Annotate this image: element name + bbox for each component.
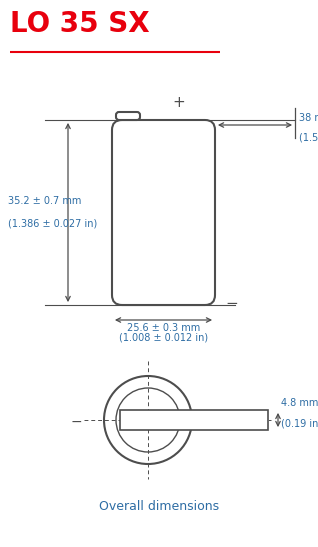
Text: −: − bbox=[70, 415, 82, 429]
Text: +: + bbox=[172, 95, 185, 110]
FancyBboxPatch shape bbox=[116, 112, 140, 120]
Text: (0.19 in): (0.19 in) bbox=[281, 419, 318, 429]
Text: −: − bbox=[225, 295, 238, 311]
Text: (1.008 ± 0.012 in): (1.008 ± 0.012 in) bbox=[119, 333, 208, 343]
Bar bbox=[120, 410, 268, 430]
Text: (1.386 ± 0.027 in): (1.386 ± 0.027 in) bbox=[8, 218, 97, 229]
Text: (1.5 in): (1.5 in) bbox=[299, 133, 318, 143]
Text: 38 mm: 38 mm bbox=[299, 113, 318, 123]
Text: 4.8 mm: 4.8 mm bbox=[281, 398, 318, 408]
Text: Overall dimensions: Overall dimensions bbox=[99, 500, 219, 513]
Text: LO 35 SX: LO 35 SX bbox=[10, 10, 150, 38]
Text: 25.6 ± 0.3 mm: 25.6 ± 0.3 mm bbox=[127, 323, 200, 333]
Text: 35.2 ± 0.7 mm: 35.2 ± 0.7 mm bbox=[8, 196, 81, 207]
FancyBboxPatch shape bbox=[112, 120, 215, 305]
